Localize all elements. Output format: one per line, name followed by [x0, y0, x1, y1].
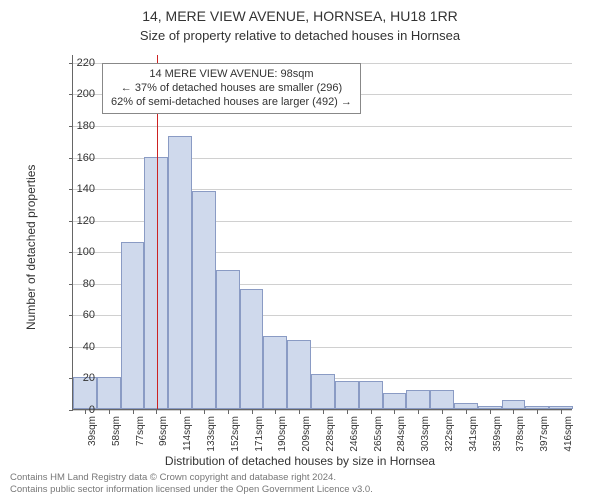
- x-tick-mark: [371, 410, 372, 414]
- x-tick-label: 58sqm: [111, 416, 122, 466]
- gridline: [73, 126, 572, 127]
- x-tick-mark: [490, 410, 491, 414]
- x-tick-label: 190sqm: [277, 416, 288, 466]
- histogram-bar: [525, 406, 549, 409]
- histogram-bar: [263, 336, 287, 409]
- x-tick-mark: [513, 410, 514, 414]
- footer-attribution: Contains HM Land Registry data © Crown c…: [10, 472, 373, 496]
- histogram-bar: [216, 270, 240, 409]
- x-tick-label: 171sqm: [254, 416, 265, 466]
- title-subtitle: Size of property relative to detached ho…: [0, 28, 600, 43]
- footer-line-2: Contains public sector information licen…: [10, 484, 373, 496]
- x-tick-label: 416sqm: [563, 416, 574, 466]
- x-tick-label: 378sqm: [515, 416, 526, 466]
- x-tick-mark: [109, 410, 110, 414]
- x-tick-label: 246sqm: [349, 416, 360, 466]
- histogram-bar: [311, 374, 335, 409]
- x-tick-mark: [180, 410, 181, 414]
- y-tick-label: 220: [65, 58, 95, 68]
- x-tick-label: 209sqm: [301, 416, 312, 466]
- x-tick-label: 322sqm: [444, 416, 455, 466]
- x-tick-label: 96sqm: [158, 416, 169, 466]
- x-tick-mark: [299, 410, 300, 414]
- histogram-bar: [97, 377, 121, 409]
- title-address: 14, MERE VIEW AVENUE, HORNSEA, HU18 1RR: [0, 8, 600, 24]
- histogram-bar: [335, 381, 359, 409]
- x-tick-mark: [347, 410, 348, 414]
- x-tick-mark: [323, 410, 324, 414]
- x-tick-label: 77sqm: [135, 416, 146, 466]
- x-tick-label: 359sqm: [492, 416, 503, 466]
- histogram-bar: [454, 403, 478, 409]
- y-tick-label: 100: [65, 247, 95, 257]
- y-tick-label: 80: [65, 279, 95, 289]
- x-tick-mark: [442, 410, 443, 414]
- histogram-bar: [549, 406, 573, 409]
- y-tick-label: 180: [65, 121, 95, 131]
- x-tick-mark: [252, 410, 253, 414]
- histogram-bar: [502, 400, 526, 409]
- y-tick-label: 120: [65, 216, 95, 226]
- chart-plot-area: 14 MERE VIEW AVENUE: 98sqm ← 37% of deta…: [72, 55, 572, 410]
- histogram-bar: [478, 406, 502, 409]
- y-tick-label: 160: [65, 153, 95, 163]
- y-tick-label: 40: [65, 342, 95, 352]
- histogram-bar: [383, 393, 407, 409]
- footer-line-1: Contains HM Land Registry data © Crown c…: [10, 472, 373, 484]
- x-tick-label: 397sqm: [539, 416, 550, 466]
- y-tick-label: 0: [65, 405, 95, 415]
- x-tick-label: 341sqm: [468, 416, 479, 466]
- histogram-bar: [168, 136, 192, 409]
- x-tick-label: 284sqm: [396, 416, 407, 466]
- y-tick-label: 20: [65, 373, 95, 383]
- annotation-box: 14 MERE VIEW AVENUE: 98sqm ← 37% of deta…: [102, 63, 361, 114]
- x-tick-mark: [561, 410, 562, 414]
- x-tick-label: 303sqm: [420, 416, 431, 466]
- x-tick-mark: [133, 410, 134, 414]
- histogram-bar: [359, 381, 383, 409]
- x-tick-label: 114sqm: [182, 416, 193, 466]
- y-tick-label: 140: [65, 184, 95, 194]
- annotation-line-3: 62% of semi-detached houses are larger (…: [111, 96, 352, 110]
- x-tick-label: 152sqm: [230, 416, 241, 466]
- annotation-line-2: ← 37% of detached houses are smaller (29…: [111, 82, 352, 96]
- x-tick-label: 133sqm: [206, 416, 217, 466]
- x-tick-mark: [394, 410, 395, 414]
- y-tick-label: 60: [65, 310, 95, 320]
- x-tick-label: 265sqm: [373, 416, 384, 466]
- histogram-bar: [287, 340, 311, 409]
- histogram-bar: [121, 242, 145, 409]
- x-tick-mark: [537, 410, 538, 414]
- x-tick-mark: [156, 410, 157, 414]
- histogram-bar: [240, 289, 264, 409]
- x-tick-mark: [275, 410, 276, 414]
- x-tick-label: 39sqm: [87, 416, 98, 466]
- x-tick-mark: [204, 410, 205, 414]
- x-tick-label: 228sqm: [325, 416, 336, 466]
- x-tick-mark: [418, 410, 419, 414]
- x-tick-mark: [466, 410, 467, 414]
- y-tick-label: 200: [65, 89, 95, 99]
- histogram-bar: [192, 191, 216, 409]
- histogram-bar: [406, 390, 430, 409]
- histogram-bar: [430, 390, 454, 409]
- y-axis-label: Number of detached properties: [24, 165, 38, 330]
- x-tick-mark: [228, 410, 229, 414]
- annotation-line-1: 14 MERE VIEW AVENUE: 98sqm: [111, 68, 352, 82]
